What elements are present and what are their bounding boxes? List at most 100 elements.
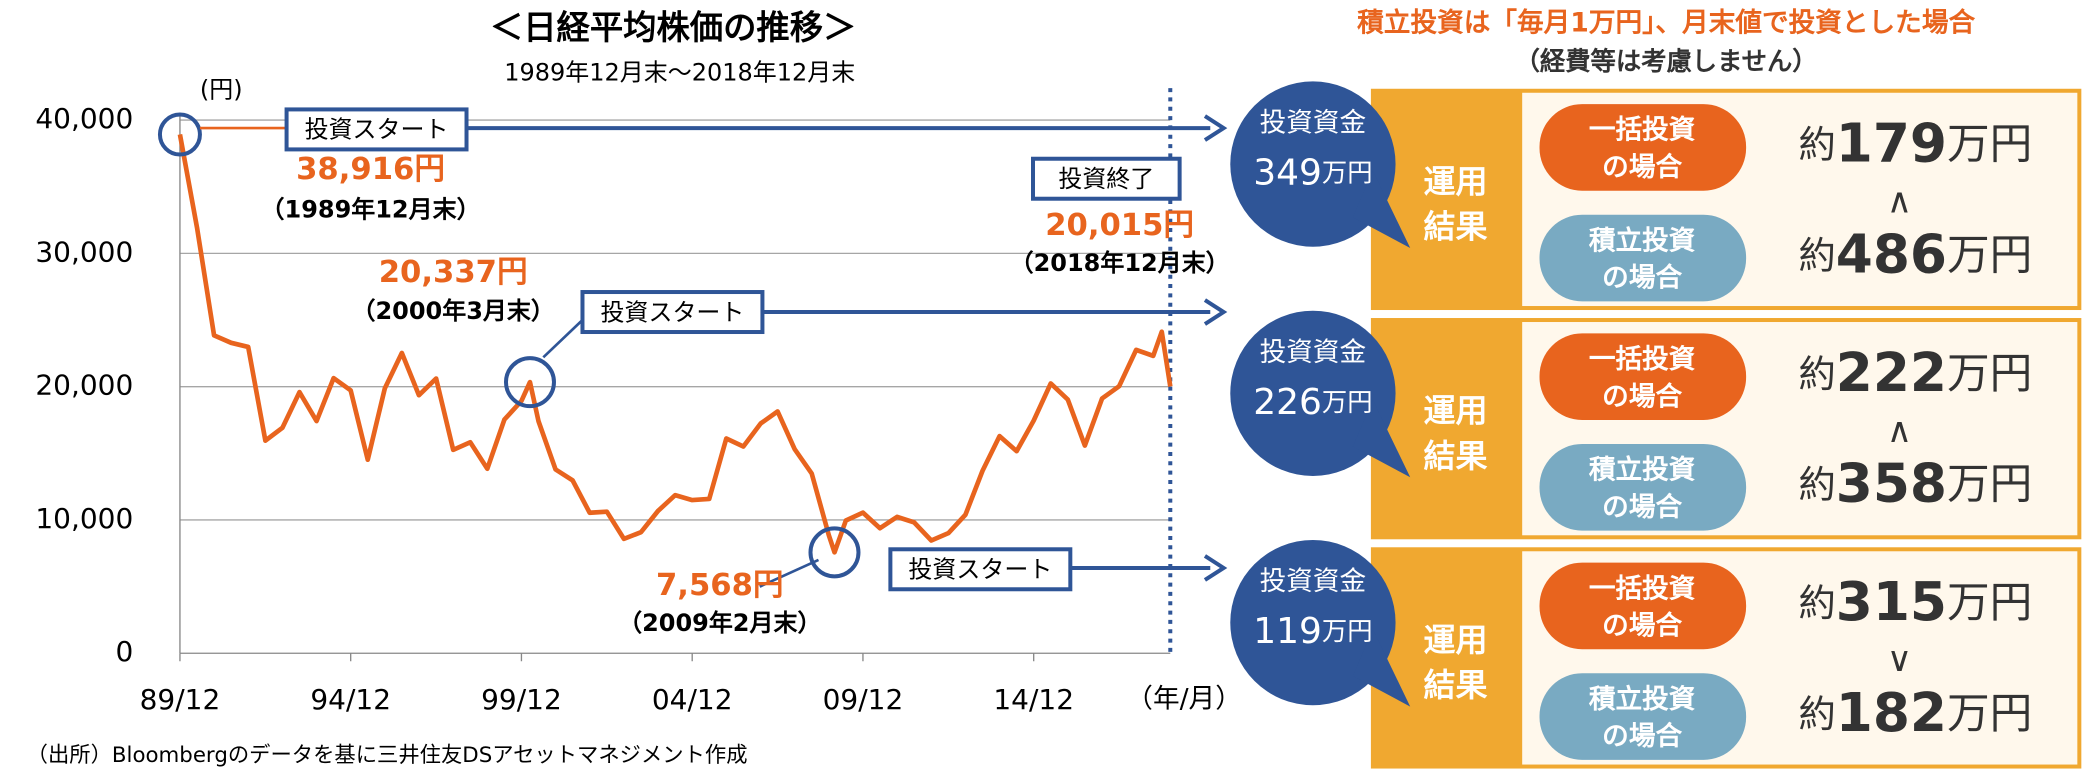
annotation-value: 7,568円 [656, 568, 784, 603]
source-note: （出所）Bloombergのデータを基に三井住友DSアセットマネジメント作成 [27, 743, 748, 768]
y-axis-label: (円) [200, 76, 243, 104]
annotation-value: 20,337円 [379, 255, 528, 290]
x-tick-label: 99/12 [481, 683, 562, 716]
lump-amount: 約315万円 [1798, 571, 2032, 633]
accum-pill [1539, 673, 1747, 760]
approx: 約 [1798, 691, 1835, 735]
amount-unit: 万円 [1947, 349, 2032, 399]
x-tick-label: 04/12 [652, 683, 733, 716]
annotation-date: （1989年12月末） [261, 196, 481, 224]
amount-number: 179 [1836, 112, 1947, 174]
result-label-1: 運用結果 [1424, 621, 1488, 704]
amount-unit: 万円 [1947, 578, 2032, 628]
label-line: 結果 [1424, 666, 1488, 704]
fund-unit: 万円 [1322, 387, 1373, 417]
approx: 約 [1798, 462, 1835, 506]
x-tick-label: 89/12 [140, 683, 221, 716]
amount-number: 222 [1836, 342, 1947, 404]
lump-label: 一括投資の場合 [1589, 114, 1696, 182]
label-line: 運用 [1424, 621, 1488, 659]
callout-box-text: 投資スタート [600, 298, 744, 326]
x-tick-label: 94/12 [310, 683, 391, 716]
label-line: の場合 [1602, 721, 1682, 752]
y-tick-label: 20,000 [35, 369, 133, 402]
chart-title: ＜日経平均株価の推移＞ [490, 8, 856, 47]
end-value: 20,015円 [1045, 208, 1194, 243]
x-tick-label: 09/12 [823, 683, 904, 716]
point-marker [157, 112, 202, 157]
fund-number: 119 [1253, 611, 1322, 652]
price-line [177, 134, 1173, 555]
accum-amount: 約486万円 [1798, 223, 2032, 285]
approx: 約 [1798, 352, 1835, 396]
label-line: の場合 [1602, 262, 1682, 293]
accum-label: 積立投資の場合 [1589, 683, 1696, 751]
result-strip [1372, 320, 1523, 538]
lump-label: 一括投資の場合 [1589, 573, 1696, 641]
approx: 約 [1798, 233, 1835, 277]
fund-number: 349 [1253, 153, 1322, 194]
chart-subtitle: 1989年12月末～2018年12月末 [504, 58, 855, 86]
lump-amount: 約222万円 [1798, 342, 2032, 404]
label-line: 積立投資 [1589, 225, 1696, 256]
fund-bubble [1230, 81, 1396, 247]
end-date: （2018年12月末） [1010, 249, 1230, 277]
label-line: の場合 [1602, 381, 1682, 412]
accum-amount: 約182万円 [1798, 682, 2032, 744]
label-line: 積立投資 [1589, 454, 1696, 485]
label-line: 一括投資 [1589, 114, 1696, 145]
label-line: 積立投資 [1589, 683, 1696, 714]
fund-bubble [1230, 539, 1396, 706]
point-marker [503, 356, 556, 409]
label-line: の場合 [1602, 610, 1682, 641]
annotation-date: （2000年3月末） [352, 297, 555, 325]
x-axis-label: （年/月） [1126, 683, 1242, 714]
amount-number: 182 [1836, 682, 1947, 744]
label-line: の場合 [1602, 491, 1682, 522]
label-line: の場合 [1602, 152, 1682, 183]
callout-box-text: 投資スタート [908, 556, 1052, 584]
approx: 約 [1798, 122, 1835, 166]
accum-label: 積立投資の場合 [1589, 225, 1696, 293]
accum-amount: 約358万円 [1798, 452, 2032, 514]
callout-connector [542, 319, 584, 359]
accum-pill [1539, 443, 1747, 531]
arrow-head [1203, 298, 1228, 326]
amount-number: 315 [1836, 571, 1947, 633]
annotation-value: 38,916円 [296, 152, 445, 187]
accum-label: 積立投資の場合 [1589, 454, 1696, 522]
label-line: 一括投資 [1589, 344, 1696, 375]
compare-sign: ∧ [1887, 411, 1912, 451]
y-tick-label: 30,000 [35, 235, 133, 268]
callout-box-text: 投資スタート [305, 116, 449, 144]
callout-box-text: 投資終了 [1058, 165, 1154, 193]
result-label-1: 運用結果 [1424, 162, 1488, 245]
label-line: 一括投資 [1589, 573, 1696, 604]
callout-box [1031, 156, 1182, 201]
label-line: 運用 [1424, 392, 1488, 430]
panel-title: 積立投資は「毎月1万円」、月末値で投資とした場合 [1357, 8, 1975, 39]
label-line: 結果 [1424, 208, 1488, 246]
callout-box [284, 107, 469, 152]
arrow-head [1203, 114, 1228, 142]
lump-pill [1539, 333, 1747, 420]
result-label-1: 運用結果 [1424, 392, 1488, 475]
fund-bubble-tail [1352, 399, 1411, 478]
point-marker [808, 526, 861, 579]
compare-sign: ∨ [1887, 640, 1912, 680]
callout-box [888, 547, 1073, 592]
panel-subtitle: （経費等は考慮しません） [1515, 46, 1818, 76]
y-tick-label: 0 [115, 635, 133, 668]
accum-pill [1539, 214, 1747, 302]
result-strip [1372, 90, 1523, 309]
annotation-date: （2009年2月末） [618, 609, 821, 637]
amount-unit: 万円 [1947, 119, 2032, 169]
callout-box [580, 290, 765, 335]
fund-unit: 万円 [1322, 158, 1373, 188]
amount-unit: 万円 [1947, 459, 2032, 509]
fund-number: 226 [1253, 382, 1322, 423]
fund-label: 投資資金 [1260, 566, 1367, 597]
fund-label: 投資資金 [1260, 108, 1367, 139]
fund-bubble-tail [1352, 629, 1411, 707]
